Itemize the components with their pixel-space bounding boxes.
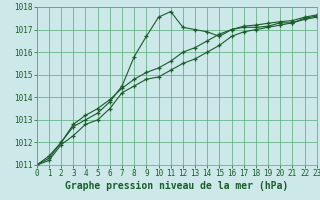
X-axis label: Graphe pression niveau de la mer (hPa): Graphe pression niveau de la mer (hPa): [65, 181, 288, 191]
